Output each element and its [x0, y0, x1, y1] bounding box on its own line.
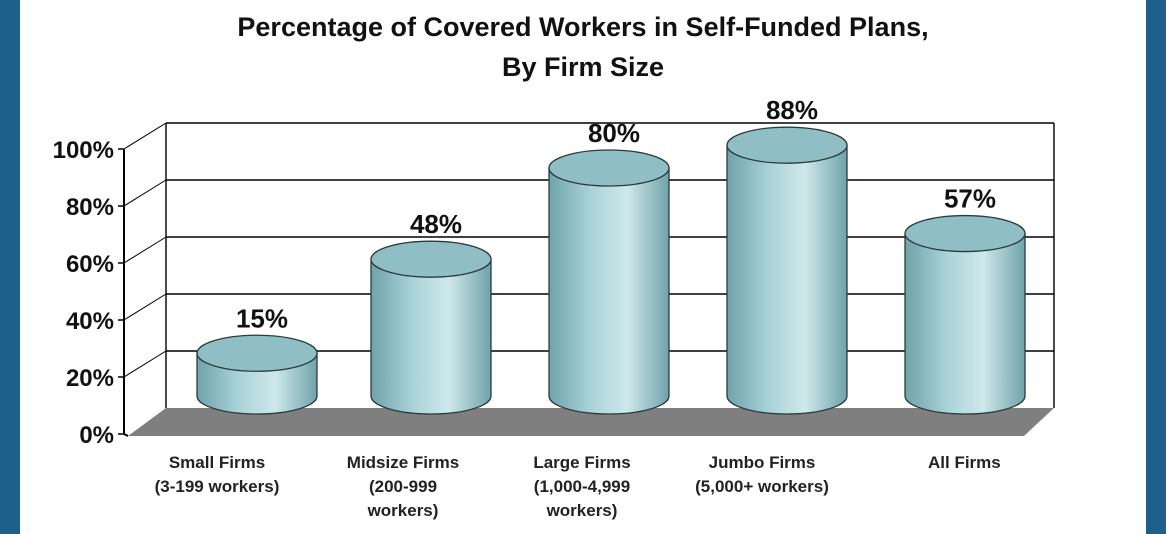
x-tick-label: Large Firms — [533, 453, 630, 472]
x-tick-label: (1,000-4,999 — [534, 477, 630, 496]
bar — [370, 240, 492, 415]
bar-top — [904, 214, 1026, 253]
gridline-side — [123, 122, 167, 150]
y-tick-label: 100% — [53, 137, 114, 164]
bar — [904, 214, 1026, 415]
y-tick-label: 60% — [66, 251, 114, 278]
data-label: 57% — [944, 184, 996, 214]
x-tick-label: (5,000+ workers) — [695, 477, 829, 496]
x-tick-label: (3-199 workers) — [155, 477, 280, 496]
x-axis — [123, 433, 129, 437]
gridline-side — [123, 236, 167, 264]
y-tick-label: 0% — [79, 422, 114, 449]
gridline-side — [123, 179, 167, 207]
chart-subtitle: By Firm Size — [501, 52, 665, 82]
bar-body — [904, 232, 1026, 415]
x-tick-label: workers) — [546, 501, 618, 520]
chart-plot: 0% 20% 40% 60% 80% 100% 15% Small Firms (3-199 w… — [53, 95, 1055, 520]
data-label: 48% — [410, 209, 462, 239]
y-tick-label: 80% — [66, 194, 114, 221]
bar — [548, 149, 670, 415]
x-tick-label: (200-999 — [369, 477, 437, 496]
bar-body — [548, 167, 670, 415]
data-label: 88% — [766, 95, 818, 125]
bar-top — [548, 149, 670, 187]
x-tick-label: workers) — [367, 501, 439, 520]
bar-top — [726, 126, 848, 164]
gridline-side — [123, 350, 167, 378]
x-tick-label: Small Firms — [169, 453, 265, 472]
bar-top — [370, 240, 492, 278]
y-tick-label: 40% — [66, 308, 114, 335]
gridline-side — [123, 293, 167, 321]
x-tick-label: Midsize Firms — [347, 453, 459, 472]
bar-body — [726, 144, 848, 415]
x-tick-label: Jumbo Firms — [709, 453, 816, 472]
bar-top — [196, 334, 318, 372]
data-label: 15% — [236, 303, 288, 333]
bar — [196, 334, 318, 415]
chart-floor — [128, 408, 1054, 436]
bar-body — [370, 258, 492, 415]
bar — [726, 126, 848, 415]
y-tick-label: 20% — [66, 365, 114, 392]
chart-title: Percentage of Covered Workers in Self-Fu… — [237, 12, 929, 42]
slide: Percentage of Covered Workers in Self-Fu… — [20, 0, 1146, 534]
data-label: 80% — [588, 118, 640, 148]
x-tick-label: All Firms — [928, 453, 1001, 472]
